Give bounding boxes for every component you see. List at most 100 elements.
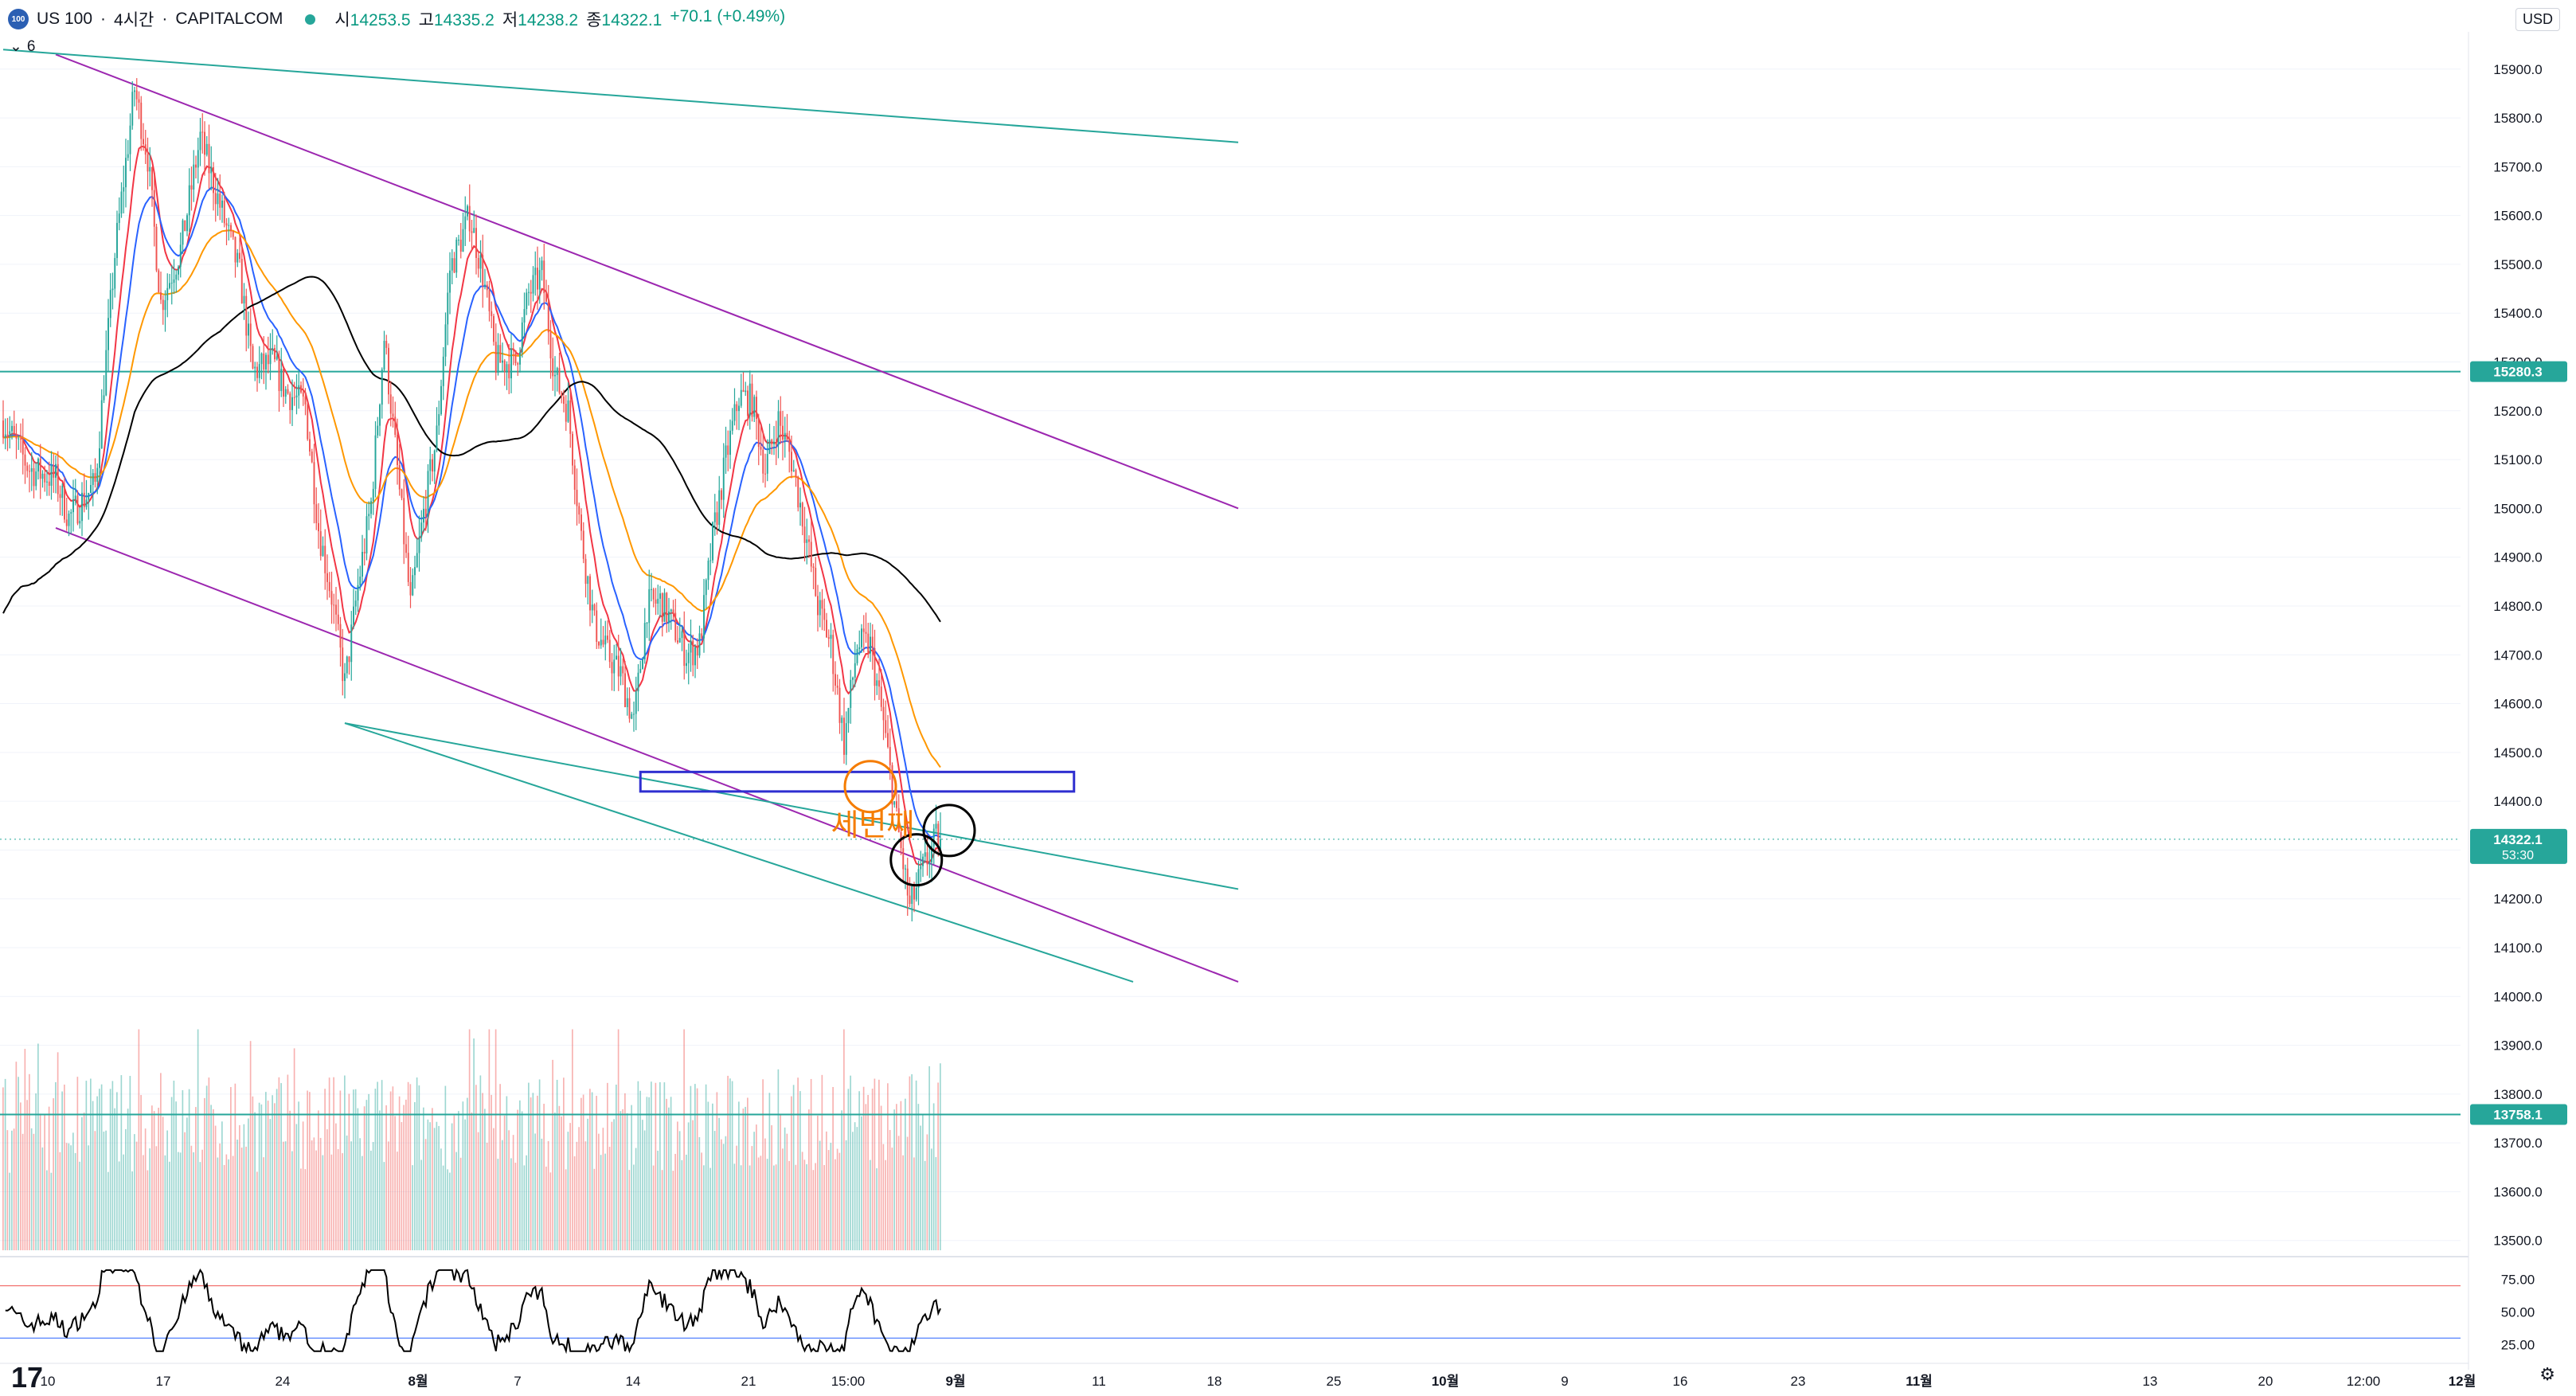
candle-body bbox=[354, 600, 357, 607]
candle-body bbox=[940, 839, 941, 849]
volume-bar bbox=[777, 1069, 780, 1250]
candle-body bbox=[905, 868, 906, 870]
interval-label[interactable]: 4시간 bbox=[114, 11, 154, 29]
candle-body bbox=[451, 258, 453, 271]
time-tick-label: 15:00 bbox=[831, 1374, 866, 1389]
volume-bar bbox=[838, 1152, 841, 1250]
volume-bar bbox=[788, 1160, 790, 1250]
price-tick-label: 15400.0 bbox=[2493, 306, 2542, 321]
volume-bar bbox=[740, 1165, 742, 1250]
volume-bar bbox=[845, 1140, 847, 1250]
chevron-down-icon[interactable]: ⌄ bbox=[10, 38, 22, 55]
volume-bar bbox=[342, 1153, 343, 1250]
volume-bar bbox=[401, 1122, 403, 1250]
candle-body bbox=[304, 396, 307, 405]
volume-bar bbox=[389, 1091, 392, 1250]
candle-body bbox=[39, 458, 41, 479]
volume-bar bbox=[377, 1081, 378, 1250]
volume-bar bbox=[521, 1111, 523, 1250]
volume-bar bbox=[797, 1077, 799, 1250]
candle-body bbox=[611, 662, 613, 674]
candle-body bbox=[120, 191, 123, 214]
symbol-name[interactable]: US 100 bbox=[37, 10, 93, 28]
trend-line bbox=[344, 722, 1239, 890]
volume-bar bbox=[870, 1159, 871, 1250]
candle-body bbox=[780, 411, 782, 426]
candle-body bbox=[587, 576, 589, 585]
candle-body bbox=[497, 345, 499, 373]
candle-body bbox=[850, 679, 852, 708]
candle-body bbox=[81, 492, 83, 522]
candle-body bbox=[797, 476, 799, 508]
volume-bar bbox=[637, 1081, 639, 1250]
candle-body bbox=[186, 215, 188, 232]
horizontal-lines bbox=[0, 370, 2461, 1116]
candle-body bbox=[871, 636, 874, 649]
currency-button[interactable]: USD bbox=[2515, 8, 2560, 31]
candle-body bbox=[190, 185, 193, 190]
volume-bar bbox=[459, 1157, 462, 1250]
candle-body bbox=[526, 292, 528, 310]
low-value: 14238.2 bbox=[518, 11, 579, 29]
volume-bar bbox=[64, 1084, 65, 1250]
volume-bar bbox=[379, 1110, 381, 1250]
candle-body bbox=[374, 435, 377, 489]
candle-body bbox=[593, 604, 596, 611]
high-value: 14335.2 bbox=[433, 11, 494, 29]
candle-body bbox=[287, 389, 289, 394]
volume-bar bbox=[169, 1161, 170, 1250]
volume-bar bbox=[547, 1140, 549, 1250]
candle-body bbox=[657, 598, 659, 604]
price-tick-label: 14800.0 bbox=[2493, 599, 2542, 614]
volume-bar bbox=[856, 1127, 858, 1250]
candle-body bbox=[764, 473, 766, 475]
candle-body bbox=[407, 553, 409, 582]
price-axis[interactable]: 15900.0 15800.0 15700.0 15600.0 15500.0 15400… bbox=[2468, 32, 2567, 1370]
ema-slow-line bbox=[2, 229, 941, 768]
candle-body bbox=[447, 292, 449, 325]
candle-body bbox=[622, 666, 624, 674]
volume-bar bbox=[309, 1092, 311, 1250]
candle-body bbox=[114, 258, 116, 289]
candle-body bbox=[876, 680, 878, 686]
time-tick-label: 17 bbox=[156, 1374, 171, 1389]
volume-bar bbox=[911, 1073, 913, 1250]
volume-bar bbox=[363, 1106, 365, 1250]
time-axis[interactable]: 10 17 24 8월 7 14 21 15:00 9월 11 18 25 10월 9 16 23 11월 13 2… bbox=[0, 1363, 2476, 1389]
ma-long-line bbox=[2, 276, 941, 623]
volume-bar bbox=[381, 1080, 383, 1250]
candle-body bbox=[740, 389, 742, 406]
candle-body bbox=[274, 348, 276, 360]
candle-body bbox=[643, 623, 646, 659]
candle-body bbox=[926, 852, 928, 865]
price-badge-label: 15280.3 bbox=[2493, 365, 2542, 380]
volume-bar bbox=[639, 1090, 641, 1250]
volume-bar bbox=[657, 1150, 659, 1250]
volume-bar bbox=[263, 1157, 264, 1250]
volume-bar bbox=[852, 1132, 854, 1250]
volume-bar bbox=[99, 1089, 100, 1250]
volume-bar bbox=[274, 1103, 276, 1250]
candle-body bbox=[103, 395, 105, 401]
candle-body bbox=[205, 143, 208, 155]
volume-bar bbox=[718, 1117, 720, 1250]
price-badge bbox=[2470, 361, 2567, 382]
volume-bar bbox=[567, 1132, 569, 1250]
candle-body bbox=[608, 639, 611, 663]
gear-icon[interactable]: ⚙ bbox=[2539, 1364, 2555, 1384]
candle-body bbox=[554, 374, 556, 377]
indicator-toggle[interactable]: ⌄ 6 bbox=[10, 37, 36, 56]
volume-bar bbox=[600, 1155, 602, 1250]
candle-body bbox=[188, 185, 190, 216]
candle-body bbox=[179, 244, 182, 268]
candle-body bbox=[283, 369, 284, 397]
candle-body bbox=[538, 270, 541, 290]
candle-body bbox=[225, 223, 228, 226]
volume-bar bbox=[628, 1170, 631, 1250]
candle-body bbox=[514, 350, 517, 363]
volume-bar bbox=[537, 1095, 538, 1250]
volume-bar bbox=[861, 1116, 862, 1250]
candle-body bbox=[138, 99, 140, 103]
candle-body bbox=[175, 274, 178, 280]
